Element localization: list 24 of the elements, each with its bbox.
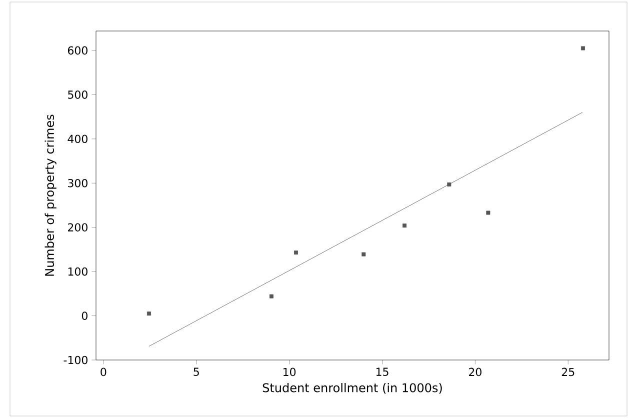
- point: [362, 252, 366, 256]
- x-tick-label: 10: [284, 368, 296, 376]
- point: [294, 250, 298, 255]
- y-tick-label: 100: [68, 267, 88, 276]
- y-tick-label: 300: [68, 178, 88, 188]
- y-tick-label: 600: [68, 46, 88, 55]
- x-axis-title: Student enrollment (in 1000s): [262, 382, 442, 394]
- y-tick-label: 200: [68, 223, 88, 232]
- point: [580, 46, 585, 50]
- x-tick-label: 5: [194, 368, 199, 376]
- point: [447, 182, 452, 186]
- y-axis-title: Number of property crimes: [44, 114, 56, 276]
- x-tick-label: 20: [468, 368, 482, 376]
- point: [269, 294, 274, 298]
- point: [402, 224, 407, 228]
- y-tick-label: -100: [64, 356, 88, 364]
- x-tick-label: 15: [376, 368, 388, 376]
- point: [486, 210, 490, 215]
- x-tick-label: 0: [100, 368, 106, 376]
- point: [146, 312, 151, 316]
- y-tick-label: 400: [68, 134, 88, 144]
- x-tick-label: 25: [562, 368, 574, 376]
- y-tick-label: 0: [82, 312, 88, 320]
- y-tick-label: 500: [68, 90, 88, 99]
